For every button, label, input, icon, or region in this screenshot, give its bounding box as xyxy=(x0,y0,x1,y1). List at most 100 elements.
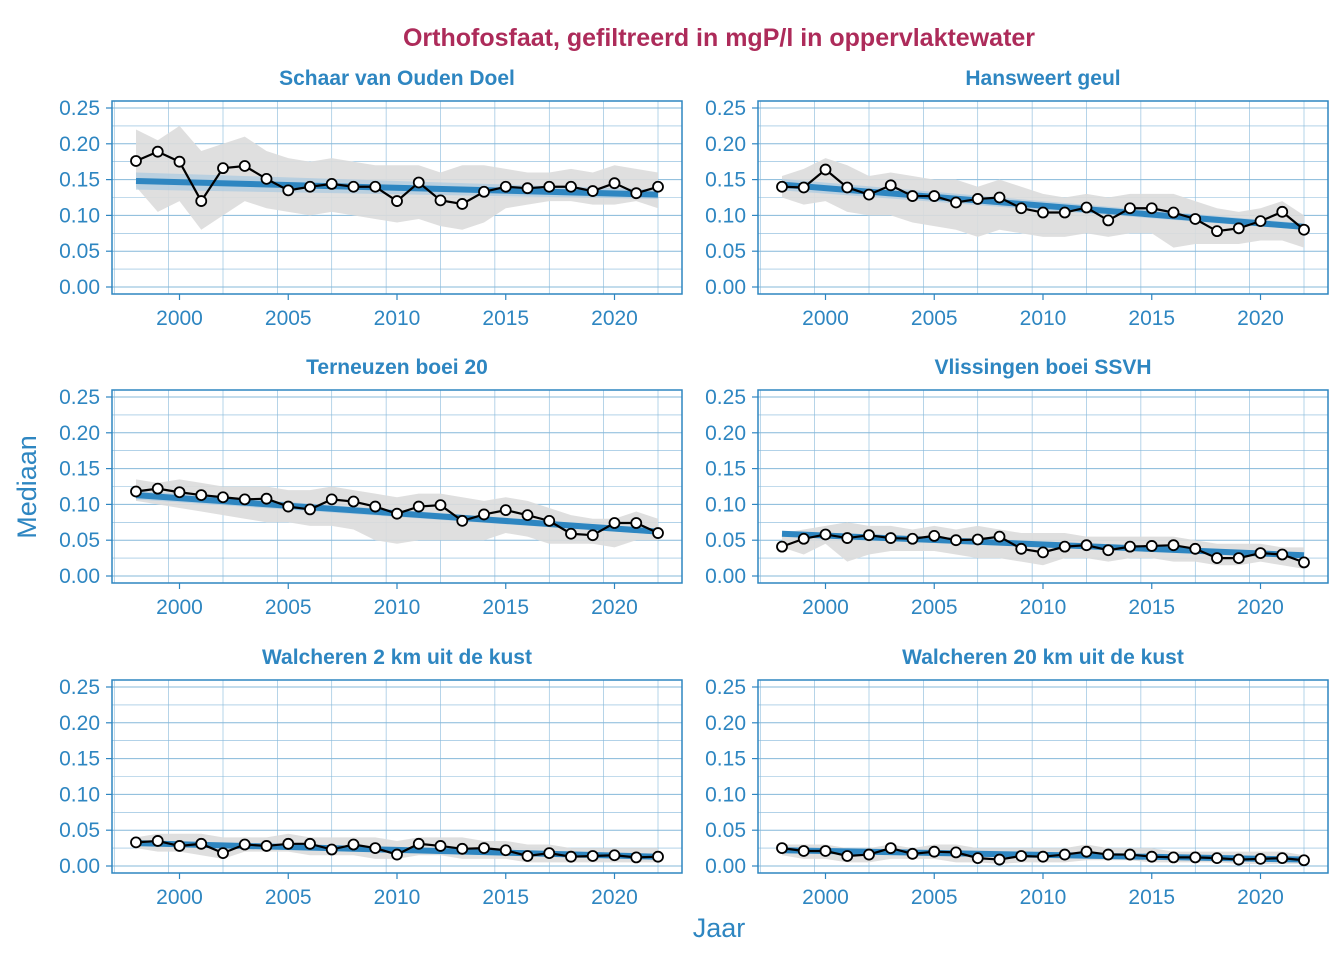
data-point xyxy=(1167,206,1180,219)
data-point xyxy=(608,849,621,862)
data-point xyxy=(151,835,164,847)
panel-title: Schaar van Ouden Doel xyxy=(279,67,515,90)
data-point xyxy=(347,495,360,508)
data-point xyxy=(521,509,534,522)
data-point xyxy=(1102,214,1115,227)
data-point xyxy=(652,180,664,193)
x-tick-label: 2015 xyxy=(1128,886,1175,909)
data-point xyxy=(195,489,208,501)
panel-1: Schaar van Ouden Doel 0.00 0.05 0.10 0.15 0.2… xyxy=(59,67,683,330)
data-point xyxy=(260,840,273,852)
data-point xyxy=(1276,548,1289,561)
data-point xyxy=(1211,225,1223,238)
y-tick-label: 0.25 xyxy=(59,97,100,120)
y-tick-label: 0.15 xyxy=(705,458,746,481)
y-tick-label: 0.05 xyxy=(59,240,100,263)
x-tick-label: 2000 xyxy=(156,596,203,619)
y-tick-label: 0.15 xyxy=(59,169,100,192)
data-point xyxy=(434,840,447,852)
x-tick-label: 2020 xyxy=(591,307,638,330)
x-tick-label: 2010 xyxy=(1020,307,1067,330)
data-point xyxy=(608,517,621,529)
data-point xyxy=(797,532,810,545)
data-point xyxy=(1254,215,1267,228)
data-point xyxy=(928,530,941,542)
x-tick-label: 2020 xyxy=(591,886,638,909)
data-point xyxy=(884,842,897,854)
y-tick-label: 0.25 xyxy=(705,97,746,120)
data-point xyxy=(369,180,382,193)
data-point xyxy=(1124,848,1136,861)
data-point xyxy=(1254,547,1267,559)
data-point xyxy=(325,493,338,506)
data-point xyxy=(1145,850,1158,863)
data-point xyxy=(1015,202,1028,215)
data-point xyxy=(630,517,643,529)
data-point xyxy=(841,532,854,544)
x-tick-label: 2010 xyxy=(374,307,421,330)
y-tick-label: 0.25 xyxy=(59,676,100,699)
data-point xyxy=(412,837,425,850)
data-point xyxy=(238,838,251,851)
data-point xyxy=(971,193,984,205)
x-tick-label: 2010 xyxy=(374,886,421,909)
data-point xyxy=(819,163,832,176)
data-point xyxy=(1058,848,1071,861)
data-point xyxy=(586,850,599,862)
data-point xyxy=(819,528,832,541)
data-point xyxy=(928,845,941,858)
data-point xyxy=(1037,206,1049,219)
x-tick-label: 2005 xyxy=(265,886,312,909)
data-point xyxy=(325,177,338,190)
data-point xyxy=(1167,539,1180,552)
data-point xyxy=(971,852,984,865)
data-point xyxy=(1058,540,1071,553)
data-point xyxy=(521,850,534,862)
data-point xyxy=(797,181,810,194)
data-point xyxy=(993,191,1006,204)
data-point xyxy=(1080,845,1093,858)
data-point xyxy=(478,842,490,854)
y-tick-label: 0.25 xyxy=(59,386,100,409)
data-point xyxy=(1037,546,1049,559)
data-point xyxy=(630,187,643,200)
data-point xyxy=(173,840,186,852)
data-point xyxy=(130,485,142,498)
y-tick-label: 0.20 xyxy=(59,422,100,445)
x-tick-label: 2020 xyxy=(591,596,638,619)
data-point xyxy=(456,514,469,527)
y-tick-label: 0.25 xyxy=(705,676,746,699)
panel-5: Walcheren 2 km uit de kust 0.00 0.05 0.10 0.… xyxy=(59,646,683,909)
y-tick-label: 0.15 xyxy=(705,169,746,192)
y-tick-label: 0.05 xyxy=(705,240,746,263)
data-point xyxy=(884,179,897,192)
data-point xyxy=(217,162,229,175)
y-tick-label: 0.15 xyxy=(705,748,746,771)
x-tick-label: 2010 xyxy=(1020,596,1067,619)
y-tick-label: 0.05 xyxy=(59,819,100,842)
data-point xyxy=(776,842,788,854)
panel-4: Vlissingen boei SSVH 0.00 0.05 0.10 0.15 0.20… xyxy=(705,356,1329,619)
y-tick-label: 0.10 xyxy=(705,783,746,806)
data-point xyxy=(391,507,403,520)
data-point xyxy=(1232,552,1245,564)
data-point xyxy=(151,482,164,495)
y-tick-label: 0.05 xyxy=(59,529,100,552)
data-point xyxy=(195,837,208,850)
data-point xyxy=(130,836,142,849)
y-tick-label: 0.10 xyxy=(59,204,100,227)
x-axis-title: Jaar xyxy=(693,913,746,943)
data-point xyxy=(1298,223,1310,236)
main-title: Orthofosfaat, gefiltreerd in mgP/l in op… xyxy=(403,24,1035,52)
y-tick-label: 0.00 xyxy=(59,276,100,299)
data-point xyxy=(586,185,599,197)
data-point xyxy=(928,190,941,202)
data-point xyxy=(863,188,875,201)
data-point xyxy=(884,532,897,544)
y-tick-label: 0.15 xyxy=(59,458,100,481)
data-point xyxy=(608,177,621,190)
data-point xyxy=(1102,848,1115,861)
x-tick-label: 2015 xyxy=(482,307,529,330)
data-point xyxy=(1124,202,1136,215)
